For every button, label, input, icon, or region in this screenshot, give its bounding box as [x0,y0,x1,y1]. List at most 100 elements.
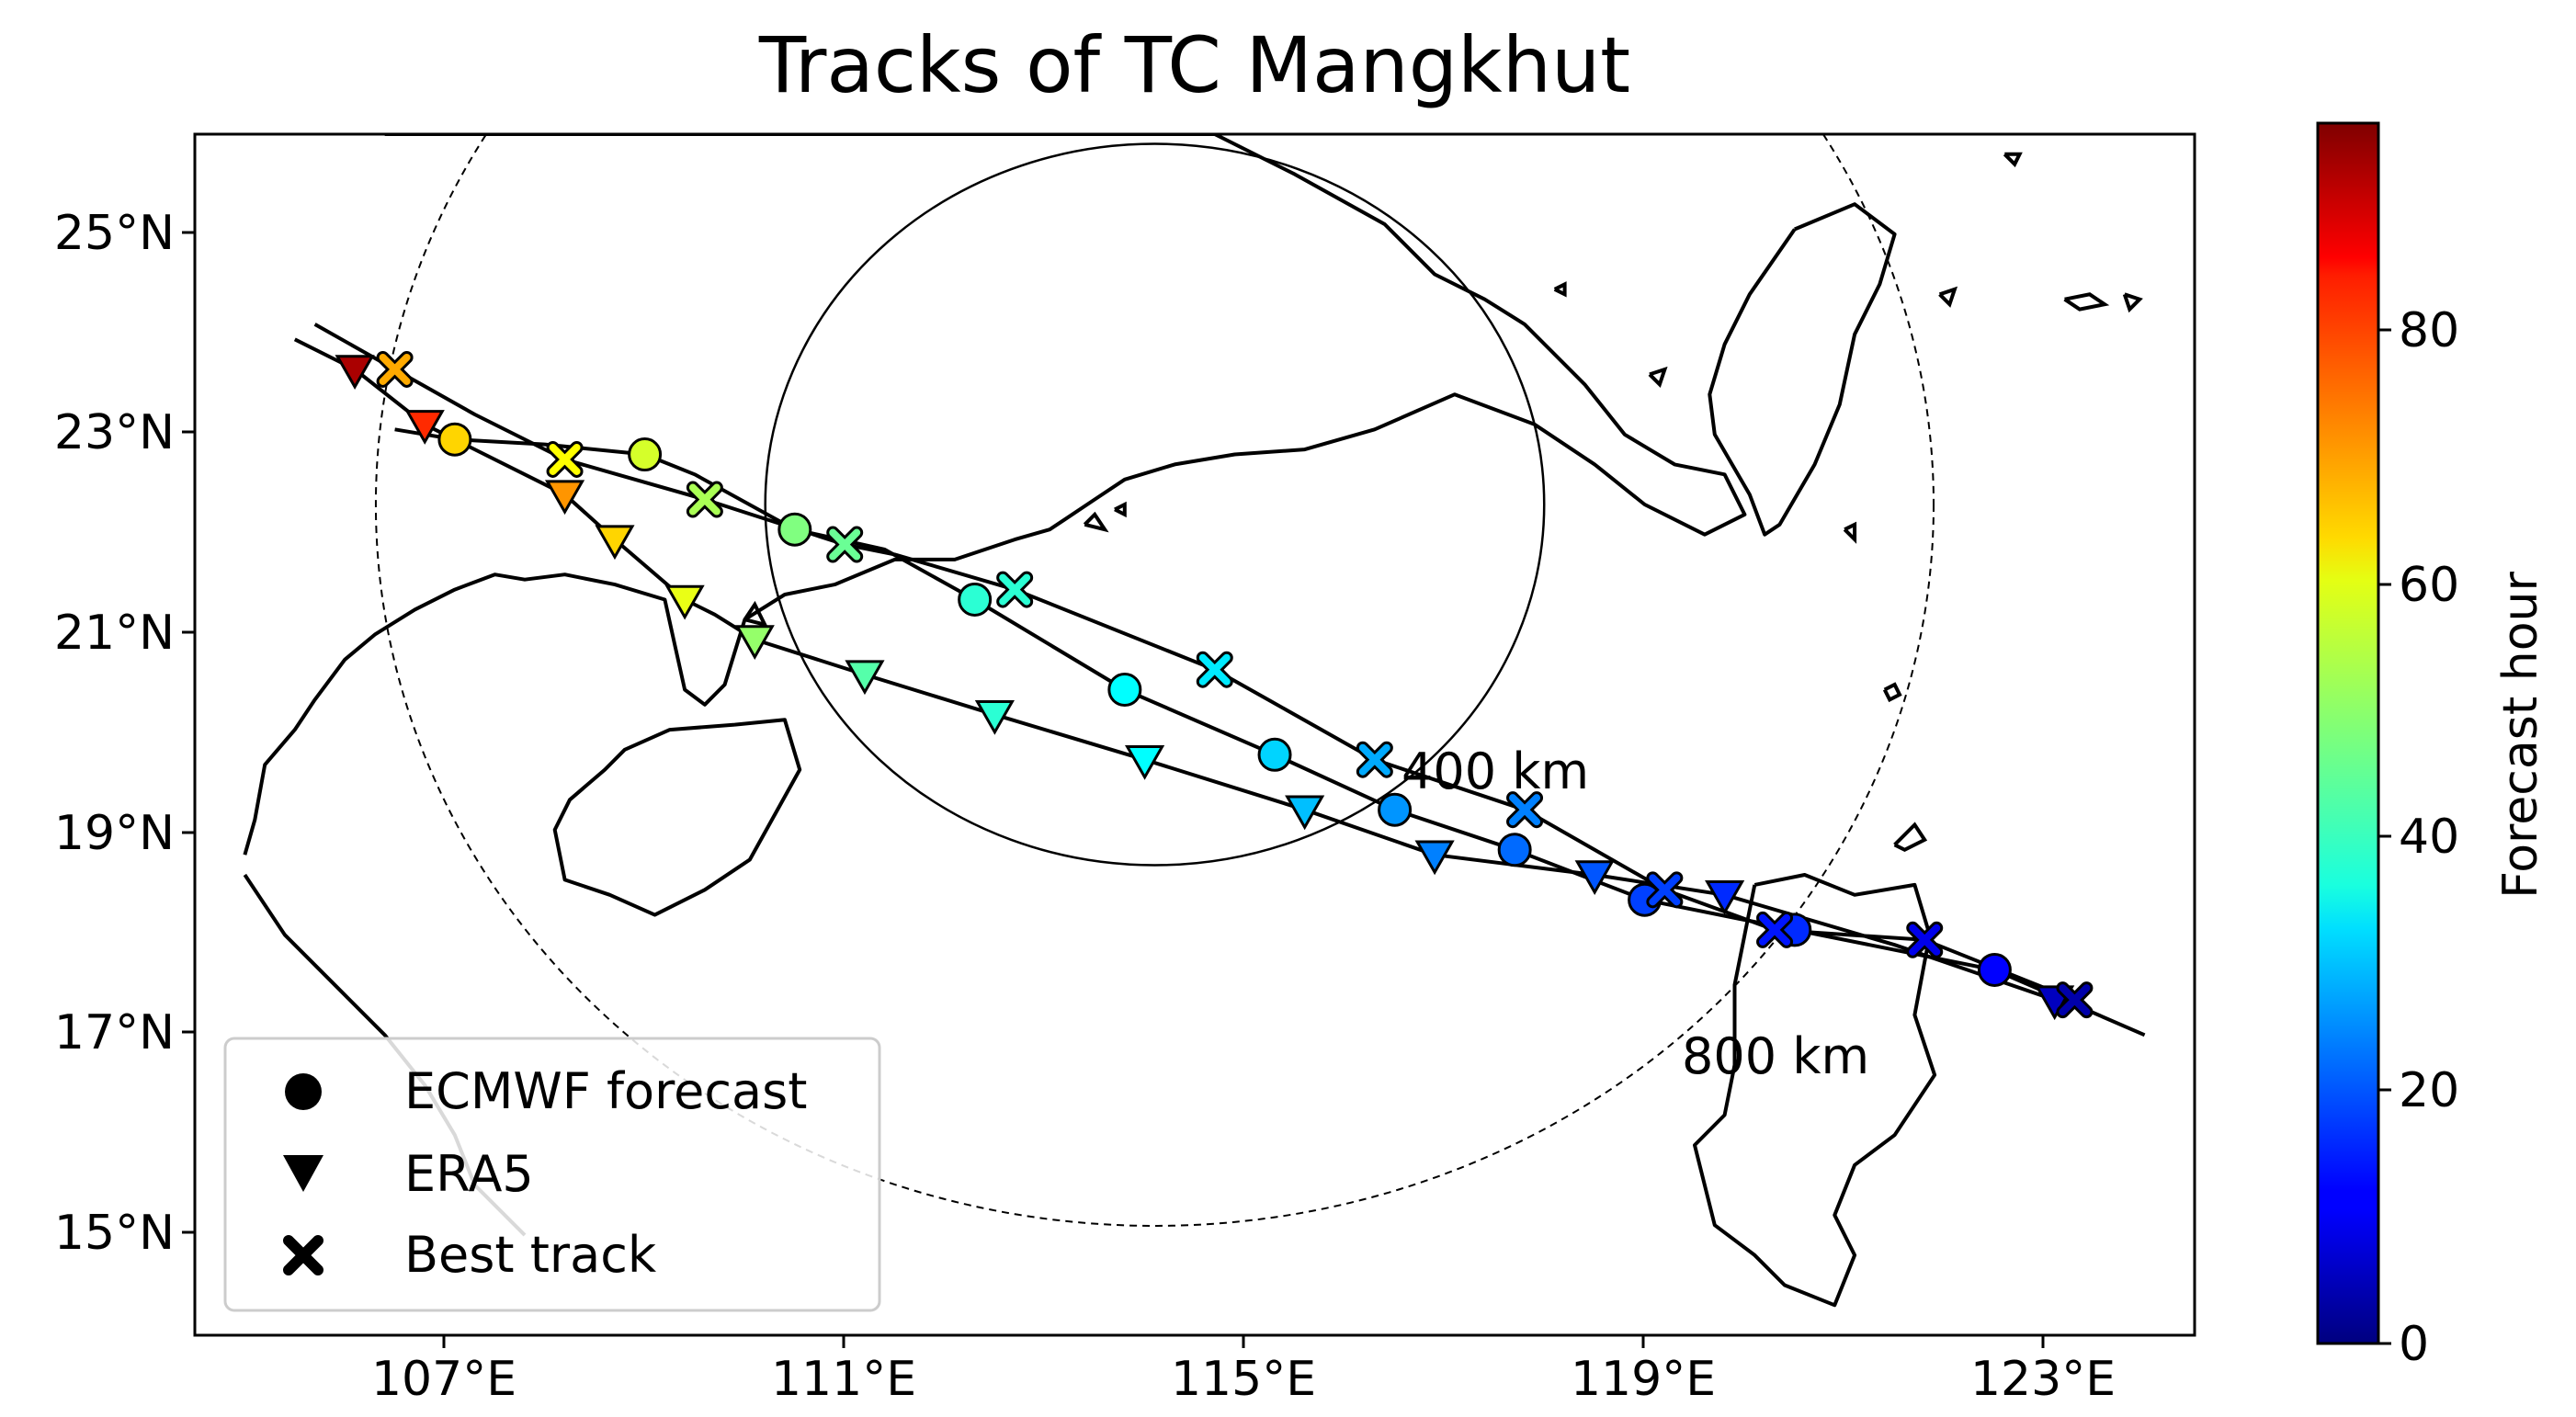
ring-label-800km: 800 km [1682,1027,1869,1085]
map-frame [193,132,2196,1337]
coastline-island [1553,281,1567,298]
y-axis: 25°N 23°N 21°N 19°N 17°N 15°N [54,206,195,1261]
best-track-point [1756,911,1794,948]
colorbar-tick-0: 0 [2378,1317,2429,1372]
legend-box [223,1037,881,1312]
colorbar-tick-60: 60 [2378,558,2459,613]
era5-point [664,584,705,620]
era5-point [974,699,1015,735]
x-tick-111: 111°E [771,1335,916,1407]
y-tick-21: 21°N [54,606,195,661]
legend-item-ecmwf: ECMWF forecast [285,1062,807,1120]
y-tick-label: 21°N [54,606,175,661]
legend: ECMWF forecast ERA5 Best track [223,1037,881,1312]
coastline-island [1648,366,1668,388]
ecmwf-point [958,582,993,617]
y-tick-23: 23°N [54,405,195,460]
y-tick-label: 23°N [54,405,175,460]
colorbar-label: Forecast hour [2493,572,2548,899]
x-tick-label: 107°E [371,1352,516,1407]
y-tick-15: 15°N [54,1206,195,1261]
coastline-island [2003,152,2023,168]
ring-800km [375,134,1935,1227]
coastline-layer [243,134,2143,1308]
coastline-island [1114,501,1127,518]
coastline-island [2122,292,2143,313]
y-tick-25: 25°N [54,206,195,261]
best-track-point [1506,791,1544,829]
era5-point [845,660,885,696]
colorbar-gradient [2316,121,2380,1345]
era5-point [335,355,375,390]
coastline-island [2063,292,2110,312]
era5-point [734,625,775,661]
coastline-island [1083,511,1109,533]
chart-title: Tracks of TC Mangkhut [758,20,1630,110]
coastline-island [743,600,768,628]
track-markers [335,350,2094,1021]
x-tick-label: 111°E [771,1352,916,1407]
ecmwf-point [1378,792,1413,827]
x-tick-115: 115°E [1171,1335,1316,1407]
best-track-point [1906,921,1944,958]
colorbar-tick-20: 20 [2378,1063,2459,1118]
ecmwf-point [437,422,472,457]
colorbar-tick-label: 60 [2399,558,2459,613]
colorbar-tick-label: 40 [2399,810,2459,865]
y-tick-17: 17°N [54,1005,195,1060]
ecmwf-point [628,437,663,472]
best-track-point [686,481,723,518]
era5-point [1574,860,1615,896]
y-tick-19: 19°N [54,806,195,861]
ring-400km [764,142,1546,867]
coastline-island [1938,286,1958,308]
era5-point [544,480,585,516]
legend-x-icon [283,1235,323,1275]
ecmwf-point [1977,952,2012,987]
y-tick-label: 25°N [54,206,175,261]
legend-label: Best track [404,1226,657,1284]
coastline-island [1882,682,1902,703]
colorbar-tick-40: 40 [2378,810,2459,865]
era5-point [595,525,635,561]
track-line-ecmwf-forecast [394,427,2146,1037]
y-tick-label: 17°N [54,1005,175,1060]
legend-triangle-icon [283,1155,323,1192]
era5-point [1705,880,1745,915]
era5-point [404,410,445,445]
x-tick-123: 123°E [1970,1335,2116,1407]
coastline-taiwan [1708,202,1897,537]
distance-rings [375,134,1935,1227]
y-tick-label: 15°N [54,1206,175,1261]
best-track-point [546,440,584,478]
colorbar-tick-label: 80 [2399,303,2459,358]
legend-item-best-track: Best track [283,1226,657,1284]
x-tick-119: 119°E [1571,1335,1716,1407]
best-track-point [2056,981,2094,1019]
x-axis: 107°E 111°E 115°E 119°E 123°E [371,1335,2116,1407]
colorbar-tick-label: 0 [2399,1317,2429,1372]
colorbar: 80 60 40 20 0 Forecast hour [2316,121,2548,1372]
legend-item-era5: ERA5 [283,1145,534,1203]
ecmwf-point [777,512,812,547]
best-track-point [376,350,414,388]
legend-circle-icon [285,1073,322,1110]
best-track-point [1356,741,1393,778]
coastline-china [243,134,1747,856]
ring-label-400km: 400 km [1401,743,1589,800]
era5-point [1414,840,1455,876]
coastline-island [1843,521,1857,544]
era5-point [1125,744,1165,780]
colorbar-tick-80: 80 [2378,303,2459,358]
coastline-island [1893,822,1928,853]
coastline-hainan [552,718,802,917]
best-track-point [1196,651,1233,688]
best-track-point [996,571,1034,608]
colorbar-tick-label: 20 [2399,1063,2459,1118]
era5-point [1285,795,1325,831]
ecmwf-point [1257,737,1292,772]
ecmwf-point [1107,672,1142,707]
legend-label: ERA5 [404,1145,534,1203]
x-tick-label: 119°E [1571,1352,1716,1407]
